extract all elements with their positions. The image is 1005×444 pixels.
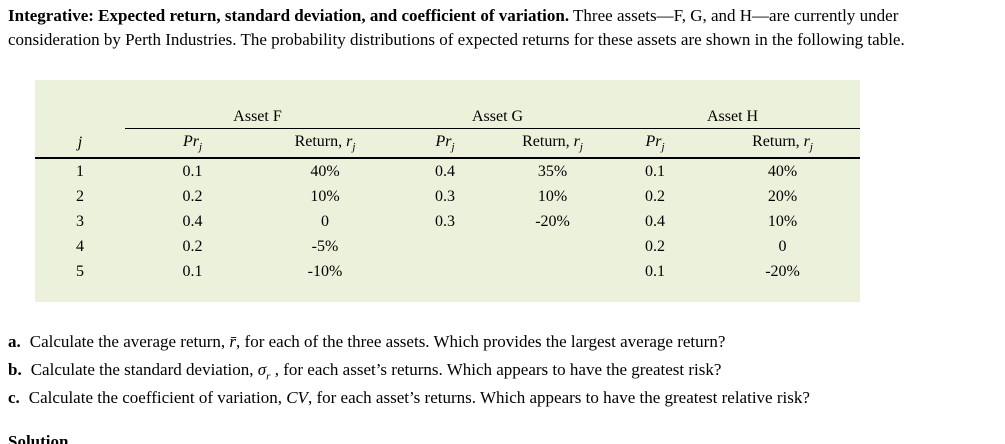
table-cell: 0.2 — [645, 187, 666, 205]
asset-f-header: Asset F — [125, 106, 391, 129]
table-cell: 10% — [767, 212, 798, 230]
cv-symbol: CV — [286, 388, 308, 407]
table-cell: 3 — [76, 212, 84, 230]
question-c: c. Calculate the coefficient of variation… — [8, 384, 810, 412]
table-cell: 0.1 — [645, 162, 666, 180]
returns-table-panel: Asset F Asset G Asset H j Prj Return, rj… — [35, 80, 861, 302]
table-cell: 0.2 — [182, 187, 203, 205]
table-cell: -10% — [307, 262, 343, 280]
intro-line-1: Integrative: Expected return, standard d… — [8, 4, 905, 28]
table-row: 3 0.4 0 0.3 -20% 0.4 10% — [35, 209, 860, 234]
question-c-label: c. — [8, 388, 20, 407]
asset-h-header: Asset H — [605, 106, 861, 129]
table-row: 5 0.1 -10% 0.1 -20% — [35, 259, 860, 284]
table-cell — [390, 259, 500, 284]
question-a: a. Calculate the average return, r̄, for … — [8, 328, 810, 356]
table-cell — [500, 259, 605, 284]
table-cell: -5% — [311, 237, 339, 255]
col-header-return-g: Return, rj — [500, 128, 606, 159]
table-row: 2 0.2 10% 0.3 10% 0.2 20% — [35, 184, 860, 209]
col-header-pr-h: Prj — [605, 128, 706, 159]
questions-list: a. Calculate the average return, r̄, for … — [8, 328, 810, 412]
table-cell: 40% — [310, 162, 340, 180]
table-cell — [500, 234, 605, 259]
table-cell: 0.2 — [182, 237, 203, 255]
intro-line-2: consideration by Perth Industries. The p… — [8, 30, 905, 49]
col-header-j: j — [35, 128, 125, 159]
table-cell — [390, 234, 500, 259]
question-b-text: Calculate the standard deviation, σr , f… — [30, 360, 722, 383]
table-row: 4 0.2 -5% 0.2 0 — [35, 234, 860, 259]
problem-statement: Integrative: Expected return, standard d… — [8, 4, 905, 52]
table-cell: -20% — [535, 212, 570, 230]
table-cell: 0 — [321, 212, 329, 230]
avg-return-symbol: r̄ — [229, 332, 237, 351]
problem-title: Integrative: Expected return, standard d… — [8, 6, 570, 25]
table-cell: 0.4 — [645, 212, 666, 230]
question-b-label: b. — [8, 360, 22, 379]
table-cell: 2 — [76, 187, 84, 205]
std-dev-symbol: σ — [257, 360, 267, 379]
question-c-text: Calculate the coefficient of variation, … — [28, 388, 810, 407]
table-cell: 1 — [76, 162, 84, 180]
table-cell: 40% — [767, 162, 798, 180]
solution-heading: Solution — [8, 432, 69, 444]
asset-header-row: Asset F Asset G Asset H — [35, 106, 861, 129]
table-cell: 0.1 — [182, 162, 203, 180]
asset-g-header: Asset G — [390, 106, 606, 129]
returns-table: Asset F Asset G Asset H j Prj Return, rj… — [35, 106, 861, 284]
table-row: 1 0.1 40% 0.4 35% 0.1 40% — [35, 158, 860, 184]
table-cell: 5 — [76, 262, 84, 280]
col-header-pr-g: Prj — [390, 128, 501, 159]
table-cell: 10% — [310, 187, 340, 205]
intro-line1-text: Three assets—F, G, and H—are currently u… — [569, 6, 899, 25]
col-header-return-f: Return, rj — [260, 128, 391, 159]
column-header-row: j Prj Return, rj Prj Return, rj Prj Retu… — [35, 128, 861, 159]
table-cell: 0.3 — [435, 212, 456, 230]
table-cell: 0.2 — [645, 237, 666, 255]
table-cell: 0.3 — [435, 187, 456, 205]
table-cell: 35% — [537, 162, 568, 180]
question-b: b. Calculate the standard deviation, σr ,… — [8, 356, 810, 384]
table-cell: 0.4 — [435, 162, 456, 180]
question-a-text: Calculate the average return, r̄, for ea… — [29, 332, 726, 351]
table-cell: 0 — [778, 237, 787, 255]
table-cell: 4 — [76, 237, 84, 255]
col-header-return-h: Return, rj — [705, 128, 861, 159]
table-cell: 0.1 — [182, 262, 203, 280]
table-cell: 0.4 — [182, 212, 203, 230]
question-a-label: a. — [8, 332, 21, 351]
table-cell: -20% — [765, 262, 800, 280]
col-header-pr-f: Prj — [125, 128, 260, 159]
table-cell: 20% — [767, 187, 798, 205]
table-cell-empty — [35, 106, 125, 129]
table-cell: 0.1 — [645, 262, 666, 280]
table-cell: 10% — [537, 187, 568, 205]
